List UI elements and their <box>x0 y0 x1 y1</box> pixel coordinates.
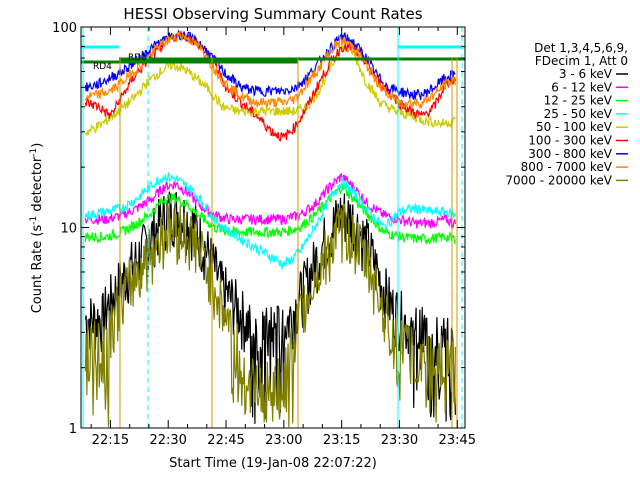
y-axis-label-close: ) <box>30 143 45 148</box>
x-tick-label: 23:00 <box>265 433 302 448</box>
legend-label: 7000 - 20000 keV <box>505 173 612 187</box>
y-axis-label-end: detector <box>30 156 45 216</box>
series-line <box>84 30 456 101</box>
y-axis-label-main: Count Rate (s <box>30 225 45 314</box>
series-line <box>84 43 456 137</box>
legend-label: 300 - 800 keV <box>528 147 612 161</box>
series-line <box>84 172 456 271</box>
y-axis-label: Count Rate (s-1 detector-1) <box>29 143 45 314</box>
legend-label: 12 - 25 keV <box>544 94 613 108</box>
series-line <box>84 183 456 245</box>
legend-label: 50 - 100 keV <box>536 120 613 134</box>
x-tick-label: 23:45 <box>439 433 476 448</box>
legend: Det 1,3,4,5,6,9, FDecim 1, Att 0 3 - 6 k… <box>505 41 628 187</box>
legend-header-detectors: Det 1,3,4,5,6,9, <box>534 41 628 55</box>
attenuator-label-rd0: RD0 <box>128 53 147 63</box>
x-tick-label: 23:30 <box>381 433 418 448</box>
chart-title: HESSI Observing Summary Count Rates <box>123 5 422 23</box>
x-axis: 22:15 22:30 22:45 23:00 23:15 23:30 23:45 <box>90 27 476 448</box>
x-tick-label: 23:15 <box>323 433 360 448</box>
legend-label: 100 - 300 keV <box>528 134 612 148</box>
legend-label: 25 - 50 keV <box>544 107 613 121</box>
series-line <box>84 172 456 229</box>
legend-header-decimation: FDecim 1, Att 0 <box>535 54 628 68</box>
y-tick-label: 10 <box>60 222 77 237</box>
legend-label: 3 - 6 keV <box>559 67 613 81</box>
x-tick-label: 22:15 <box>92 433 129 448</box>
x-tick-label: 22:30 <box>149 433 186 448</box>
series-line <box>84 202 456 428</box>
y-axis-label-sup: -1 <box>29 216 39 225</box>
attenuator-label-rd4: RD4 <box>93 62 112 72</box>
legend-label: 6 - 12 keV <box>551 80 613 94</box>
overlay-layer <box>81 27 465 428</box>
x-axis-label: Start Time (19-Jan-08 22:07:22) <box>169 456 377 471</box>
y-tick-label: 1 <box>69 422 77 437</box>
y-axis-label-sup-2: -1 <box>29 148 39 157</box>
x-tick-label: 22:45 <box>207 433 244 448</box>
y-axis: 1 10 100 <box>52 21 465 437</box>
y-tick-label: 100 <box>52 21 77 36</box>
legend-label: 800 - 7000 keV <box>521 160 613 174</box>
